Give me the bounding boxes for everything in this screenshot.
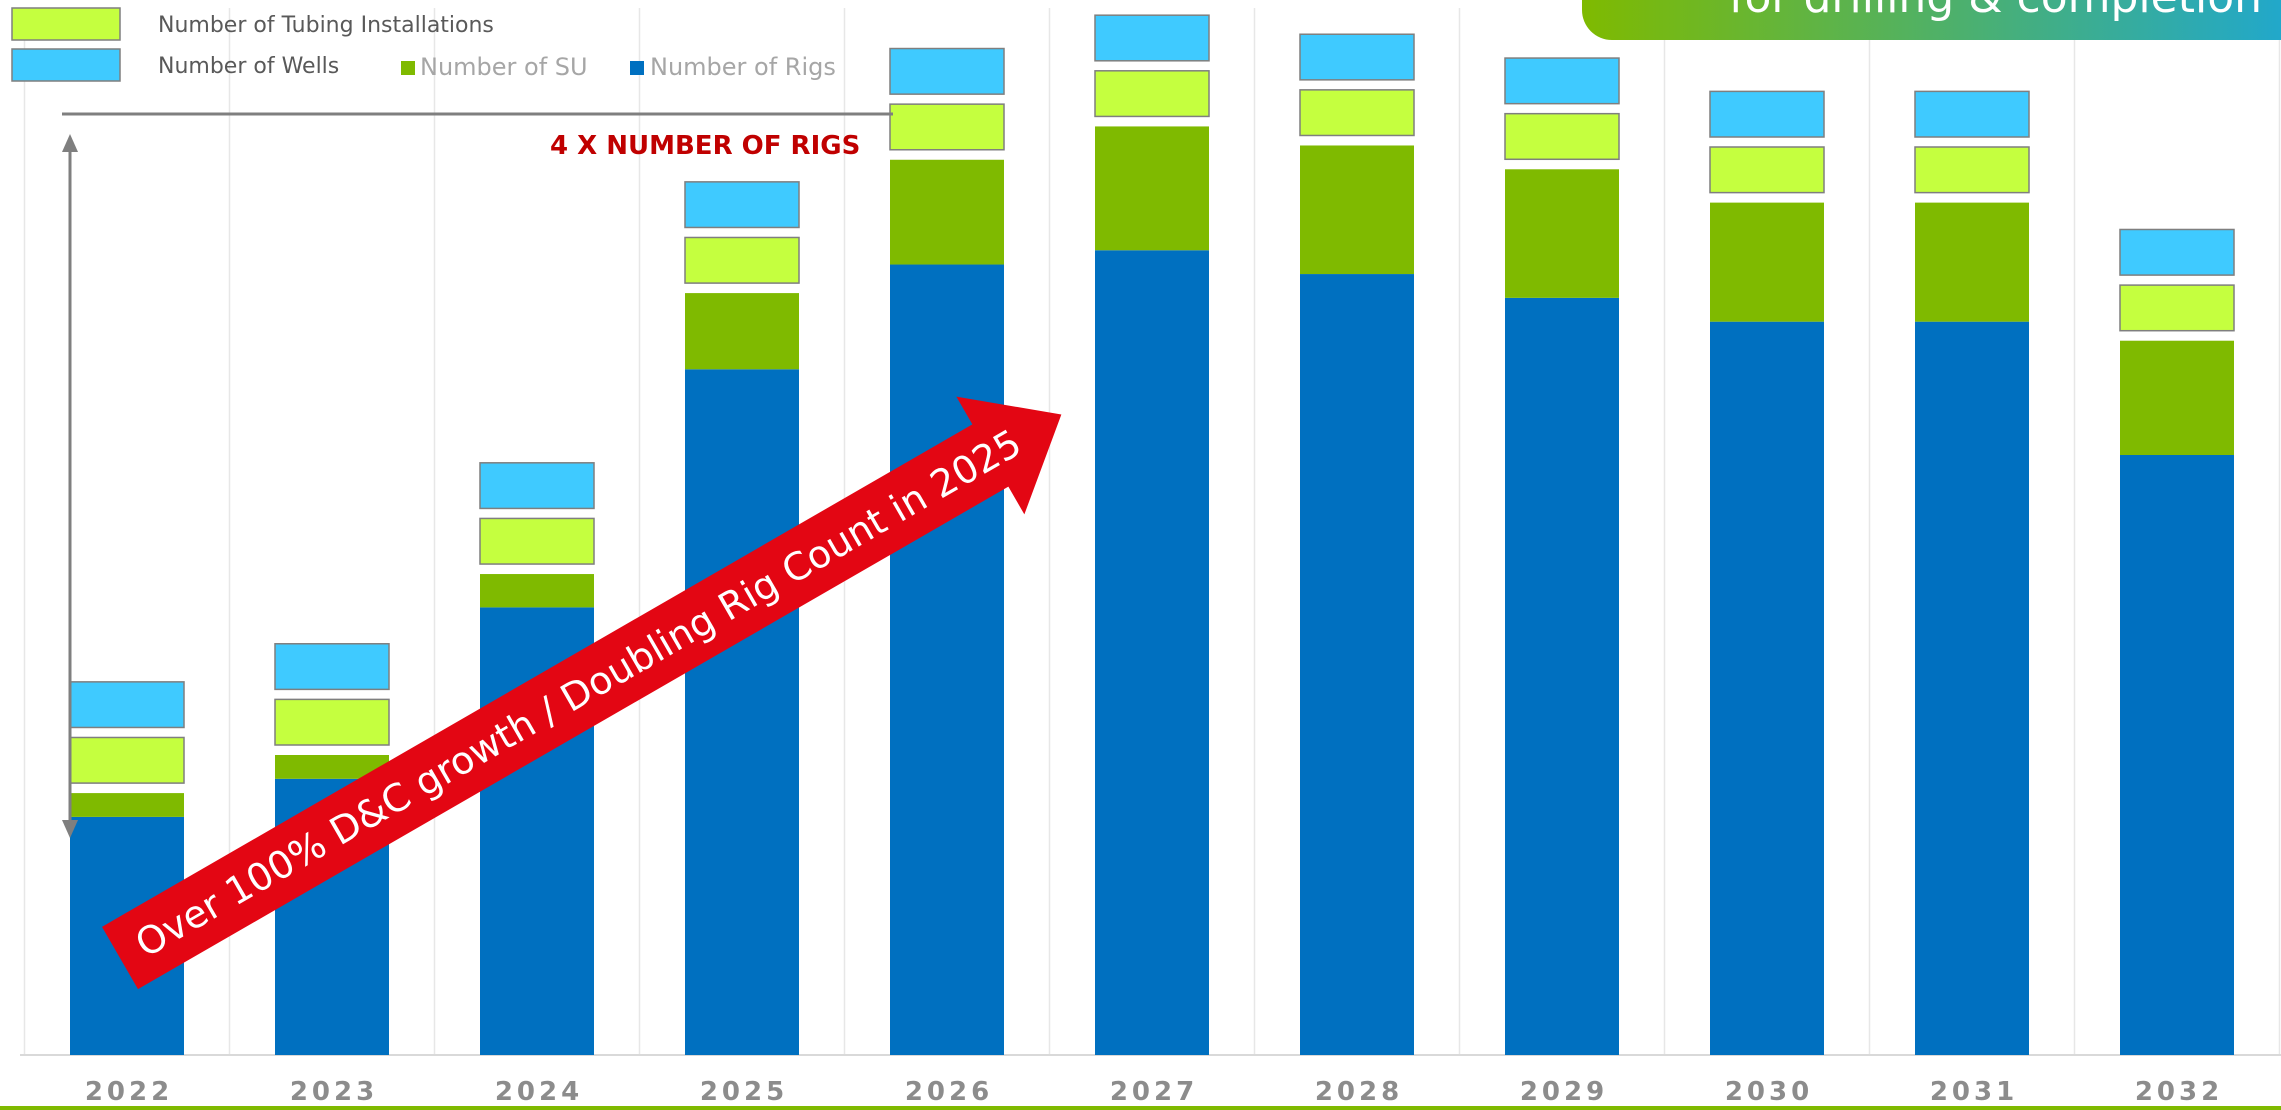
x-tick-label-2022: 2022	[85, 1077, 173, 1107]
x-tick-label-2026: 2026	[905, 1077, 993, 1107]
bar-number-of-su-2031	[1915, 203, 2029, 322]
bar-number-of-tubing-installations-2030	[1710, 147, 1824, 193]
bar-number-of-wells-2030	[1710, 91, 1824, 137]
bar-number-of-wells-2026	[890, 49, 1004, 95]
bar-number-of-tubing-installations-2026	[890, 104, 1004, 150]
bar-number-of-wells-2027	[1095, 15, 1209, 61]
bar-number-of-wells-2029	[1505, 58, 1619, 104]
bars	[70, 15, 2234, 1055]
bar-number-of-tubing-installations-2022	[70, 737, 184, 783]
bar-number-of-wells-2022	[70, 682, 184, 728]
bar-number-of-tubing-installations-2024	[480, 518, 594, 564]
bar-number-of-tubing-installations-2031	[1915, 147, 2029, 193]
bar-number-of-rigs-2032	[2120, 455, 2234, 1055]
x-tick-label-2031: 2031	[1930, 1077, 2018, 1107]
bar-number-of-tubing-installations-2032	[2120, 285, 2234, 331]
bar-number-of-su-2026	[890, 160, 1004, 265]
bar-number-of-tubing-installations-2029	[1505, 114, 1619, 160]
bar-number-of-wells-2028	[1300, 34, 1414, 80]
bar-number-of-wells-2024	[480, 463, 594, 509]
legend-label-rigs: Number of Rigs	[650, 53, 836, 81]
legend-label-su: Number of SU	[420, 53, 588, 81]
bar-number-of-wells-2025	[685, 182, 799, 228]
bar-number-of-wells-2031	[1915, 91, 2029, 137]
x-axis-tick-labels: 2022 2023 2024 2025 2026 2027 2028 2029 2030 2031…	[85, 1077, 2223, 1107]
legend-swatch-tubing	[12, 8, 120, 40]
bottom-accent-line	[0, 1106, 2281, 1110]
x-tick-label-2028: 2028	[1315, 1077, 1403, 1107]
legend-label-tubing: Number of Tubing Installations	[158, 13, 494, 38]
title-banner: for drilling & completion	[1582, 0, 2281, 40]
bar-number-of-wells-2023	[275, 644, 389, 690]
legend-label-wells: Number of Wells	[158, 54, 339, 79]
bar-number-of-su-2032	[2120, 341, 2234, 455]
x-tick-label-2024: 2024	[495, 1077, 583, 1107]
title-banner-text: for drilling & completion	[1729, 0, 2262, 23]
bar-number-of-rigs-2030	[1710, 322, 1824, 1055]
x-tick-label-2030: 2030	[1725, 1077, 1813, 1107]
legend-swatch-su	[401, 61, 415, 75]
bar-number-of-rigs-2028	[1300, 274, 1414, 1055]
bar-number-of-su-2029	[1505, 169, 1619, 298]
legend-swatch-rigs	[630, 61, 644, 75]
legend: Number of Tubing Installations Number of…	[12, 8, 836, 81]
x-tick-label-2023: 2023	[290, 1077, 378, 1107]
bar-number-of-wells-2032	[2120, 229, 2234, 275]
legend-swatch-wells	[12, 49, 120, 81]
bar-number-of-rigs-2025	[685, 369, 799, 1055]
bar-number-of-rigs-2029	[1505, 298, 1619, 1055]
bar-number-of-su-2024	[480, 574, 594, 607]
bar-number-of-tubing-installations-2028	[1300, 90, 1414, 136]
bar-number-of-su-2030	[1710, 203, 1824, 322]
bar-number-of-rigs-2026	[890, 265, 1004, 1055]
bracket-arrowhead-up	[62, 134, 78, 152]
x-tick-label-2027: 2027	[1110, 1077, 1198, 1107]
bar-number-of-tubing-installations-2025	[685, 237, 799, 283]
bar-number-of-rigs-2031	[1915, 322, 2029, 1055]
bar-number-of-su-2025	[685, 293, 799, 369]
x-tick-label-2029: 2029	[1520, 1077, 1608, 1107]
bar-number-of-rigs-2027	[1095, 250, 1209, 1055]
x-tick-label-2032: 2032	[2135, 1077, 2223, 1107]
rig-multiplier-callout: 4 X NUMBER OF RIGS	[550, 131, 860, 161]
bar-number-of-su-2027	[1095, 126, 1209, 250]
bar-number-of-tubing-installations-2027	[1095, 71, 1209, 117]
x-tick-label-2025: 2025	[700, 1077, 788, 1107]
bar-number-of-su-2028	[1300, 145, 1414, 274]
bar-number-of-su-2022	[70, 793, 184, 817]
bar-number-of-tubing-installations-2023	[275, 699, 389, 745]
